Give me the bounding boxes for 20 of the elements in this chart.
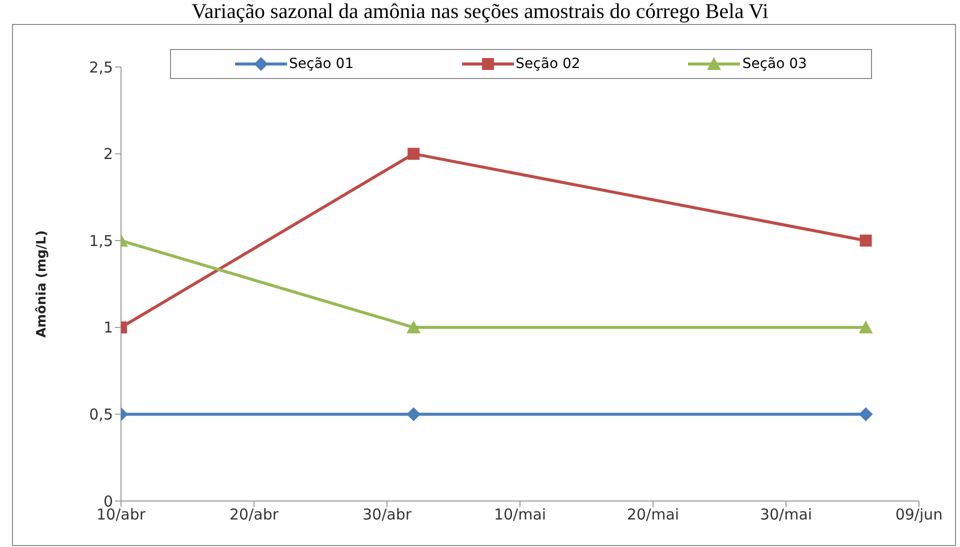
point: [858, 407, 873, 422]
point: [858, 320, 873, 334]
x-tick-label: 20/abr: [229, 506, 280, 524]
y-tick-label: 1,5: [89, 232, 113, 250]
x-tick-label: 09/jun: [895, 506, 943, 524]
point: [860, 234, 872, 247]
legend-label: Seção 02: [516, 56, 580, 72]
y-axis-title: Amônia (mg/L): [34, 230, 50, 338]
x-tick-label: 10/abr: [96, 506, 146, 524]
legend-label: Seção 03: [742, 56, 807, 72]
y-tick-label: 0,5: [89, 406, 113, 424]
y-tick-label: 2: [103, 145, 113, 164]
y-tick-label: 1: [103, 318, 113, 337]
x-tick-label: 10/mai: [494, 506, 546, 524]
chart-title: Variação sazonal da amônia nas seções amostrais do córrego Bela Vi: [190, 0, 770, 24]
y-tick-label: 2,5: [89, 58, 113, 76]
legend-label: Seção 01: [289, 56, 354, 72]
x-tick-label: 20/mai: [626, 506, 680, 524]
x-tick-label: 30/abr: [362, 506, 412, 524]
x-tick-label: 30/mai: [760, 506, 812, 524]
